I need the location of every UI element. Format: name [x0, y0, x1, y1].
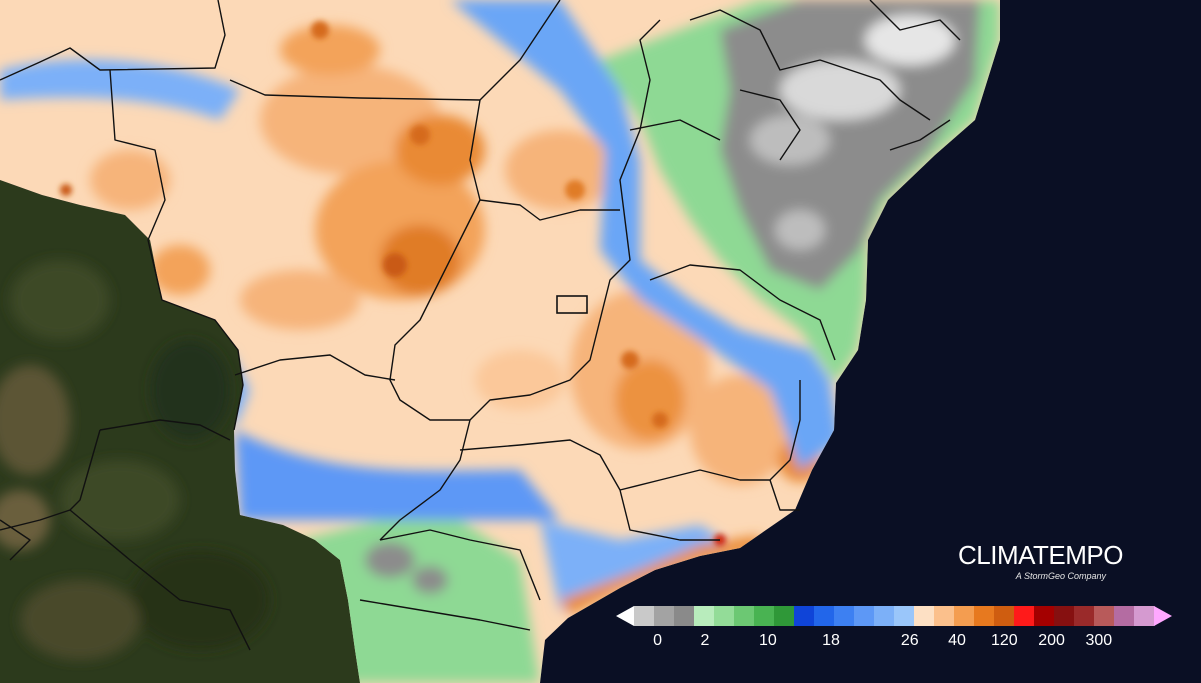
legend-swatch [694, 606, 715, 626]
legend-swatch [834, 606, 855, 626]
legend-tick-label: 300 [1085, 632, 1113, 649]
legend-swatch [1034, 606, 1055, 626]
brand-name: CLIMATEMPO [958, 540, 1123, 570]
legend-swatch [1054, 606, 1075, 626]
legend-swatch [994, 606, 1015, 626]
legend-swatch [1014, 606, 1035, 626]
legend-tick-label: 0 [653, 632, 663, 649]
legend-swatch [974, 606, 995, 626]
federal-district [556, 295, 588, 314]
legend-swatch [874, 606, 895, 626]
legend-swatch [634, 606, 655, 626]
legend-tick-label: 120 [990, 632, 1018, 649]
legend-labels: 0 2 10 18 26 40 120 200 300 [616, 632, 1172, 652]
legend-swatch [894, 606, 915, 626]
legend-swatch [854, 606, 875, 626]
legend-swatch [814, 606, 835, 626]
legend-arrow-max [1154, 606, 1172, 626]
satellite-texture [0, 260, 270, 660]
legend-swatch [954, 606, 975, 626]
legend-swatch [734, 606, 755, 626]
legend-swatch [754, 606, 775, 626]
legend-swatch [674, 606, 695, 626]
legend-swatch [934, 606, 955, 626]
legend-tick-label: 18 [822, 632, 840, 649]
legend-swatch [1114, 606, 1135, 626]
legend-swatch [774, 606, 795, 626]
legend-tick-label: 2 [700, 632, 710, 649]
legend-swatch [1134, 606, 1155, 626]
legend-tick-label: 200 [1038, 632, 1065, 649]
state-borders [0, 0, 961, 651]
climatempo-logo: CLIMATEMPO A StormGeo Company [958, 540, 1128, 582]
legend-swatch [1094, 606, 1115, 626]
legend-swatch [914, 606, 935, 626]
legend-swatch [714, 606, 735, 626]
legend-tick-label: 10 [758, 632, 777, 649]
legend-color-bar [616, 606, 1172, 626]
legend-swatch [794, 606, 815, 626]
legend-tick-label: 26 [900, 632, 919, 649]
legend-tick-label: 40 [948, 632, 966, 649]
precipitation-legend: 0 2 10 18 26 40 120 200 300 [616, 604, 1172, 654]
legend-swatch [1074, 606, 1095, 626]
brand-tagline: A StormGeo Company [1015, 571, 1106, 581]
legend-arrow-min [616, 606, 634, 626]
legend-swatch [654, 606, 675, 626]
